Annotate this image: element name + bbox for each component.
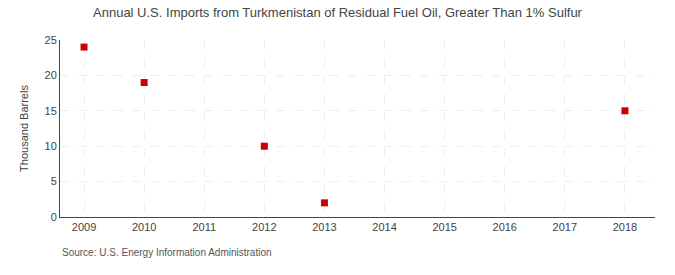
svg-text:2012: 2012 [252, 221, 276, 233]
svg-text:15: 15 [45, 105, 57, 117]
svg-text:2017: 2017 [553, 221, 577, 233]
svg-text:25: 25 [45, 34, 57, 46]
svg-text:2018: 2018 [613, 221, 637, 233]
svg-text:5: 5 [51, 175, 57, 187]
svg-text:2016: 2016 [493, 221, 517, 233]
svg-text:2010: 2010 [132, 221, 156, 233]
svg-text:10: 10 [45, 140, 57, 152]
svg-text:0: 0 [51, 211, 57, 223]
svg-text:2014: 2014 [372, 221, 396, 233]
svg-text:2013: 2013 [312, 221, 336, 233]
svg-text:2015: 2015 [432, 221, 456, 233]
svg-text:20: 20 [45, 69, 57, 81]
svg-text:2011: 2011 [192, 221, 216, 233]
svg-text:2009: 2009 [72, 221, 96, 233]
svg-text:Source: U.S. Energy Informatio: Source: U.S. Energy Information Administ… [62, 247, 272, 258]
svg-text:Annual U.S. Imports from Turkm: Annual U.S. Imports from Turkmenistan of… [93, 5, 583, 20]
svg-text:Thousand Barrels: Thousand Barrels [18, 85, 30, 172]
